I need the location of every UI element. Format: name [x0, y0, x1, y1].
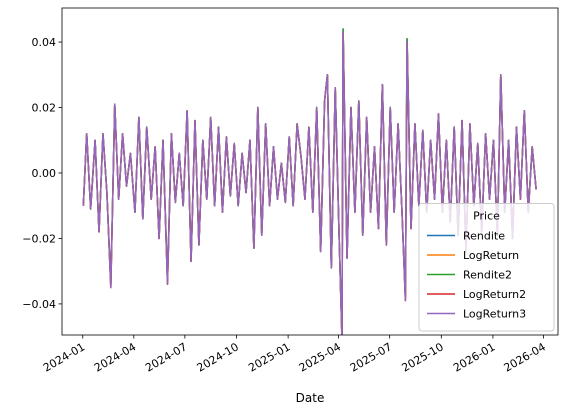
- legend-label: LogReturn3: [463, 308, 526, 321]
- x-tick-label: 2024-01: [41, 340, 87, 374]
- y-tick-label: −0.02: [22, 232, 56, 245]
- y-tick-label: −0.04: [22, 298, 56, 311]
- plot-lines: [82, 28, 537, 335]
- x-tick-label: 2025-01: [246, 340, 292, 374]
- x-tick-label: 2024-07: [143, 340, 189, 374]
- legend-title: Price: [473, 210, 500, 223]
- legend-label: Rendite: [463, 230, 505, 243]
- y-tick-label: 0.00: [32, 167, 57, 180]
- series-line: [82, 31, 537, 335]
- legend-label: LogReturn: [463, 249, 519, 262]
- x-tick-label: 2025-10: [399, 340, 445, 374]
- x-tick-label: 2025-04: [297, 340, 343, 374]
- plot-frame: [61, 7, 559, 336]
- y-tick-label: 0.02: [32, 102, 57, 115]
- legend-label: LogReturn2: [463, 288, 526, 301]
- x-tick-label: 2026-01: [451, 340, 497, 374]
- legend-label: Rendite2: [463, 269, 512, 282]
- x-axis-label: Date: [296, 391, 325, 405]
- x-tick-label: 2024-10: [195, 340, 241, 374]
- x-tick-label: 2024-04: [92, 340, 138, 374]
- legend: Price Rendite LogReturn Rendite2 LogReturn2 L…: [418, 203, 555, 332]
- x-tick-label: 2025-07: [348, 340, 394, 374]
- x-tick-label: 2026-04: [502, 340, 548, 374]
- y-tick-label: 0.04: [32, 36, 57, 49]
